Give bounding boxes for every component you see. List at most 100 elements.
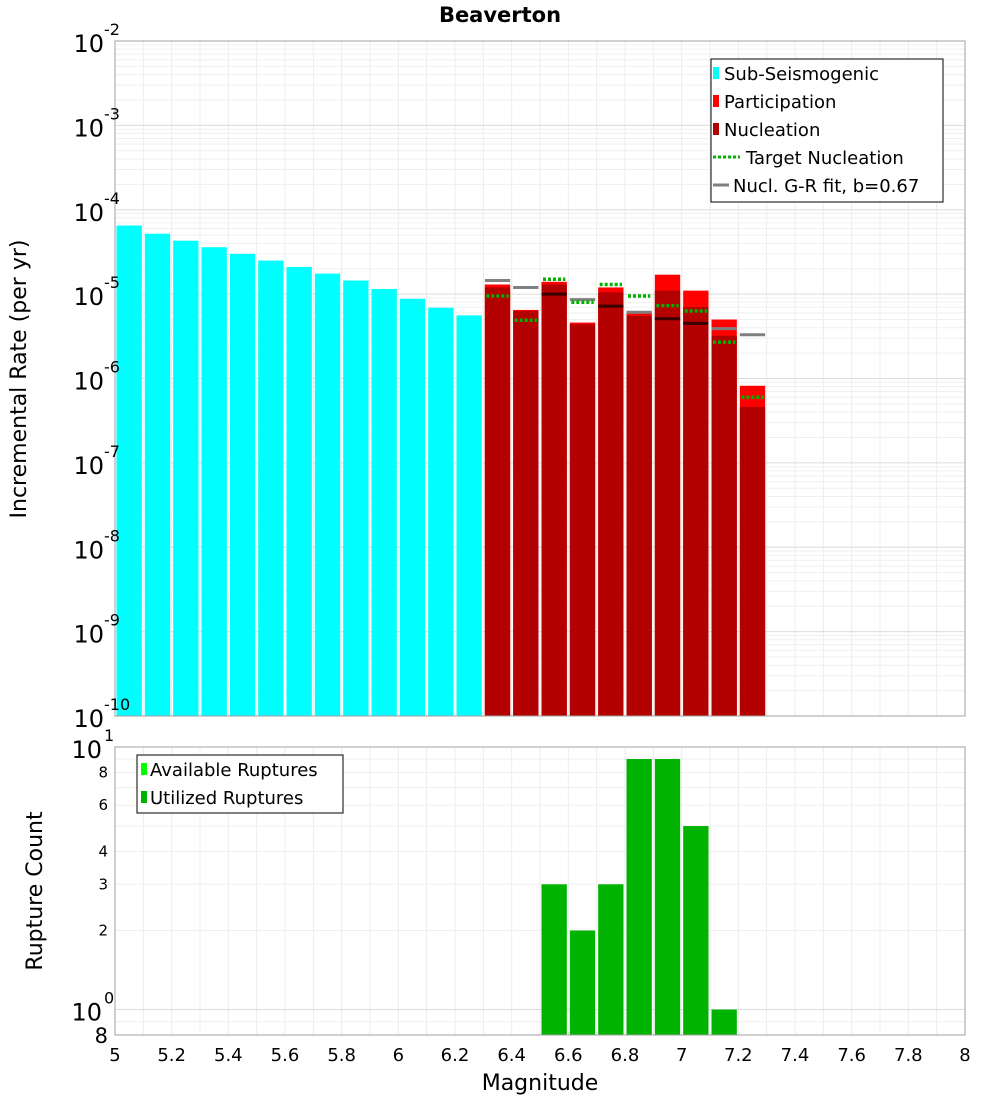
utilized-ruptures-bar — [626, 759, 652, 1035]
y-tick-base: 10 — [73, 199, 104, 227]
legend-label-participation: Participation — [724, 92, 836, 113]
bottom-y-axis-label: Rupture Count — [23, 811, 48, 971]
x-tick-label: 8 — [959, 1045, 970, 1066]
x-tick-label: 6.8 — [611, 1045, 640, 1066]
x-tick-label: 6.4 — [497, 1045, 526, 1066]
bottom-y-edge-tick-label: 8 — [95, 1024, 108, 1048]
utilized-ruptures-bar — [654, 759, 681, 1035]
top-y-tick: 10-5 — [73, 273, 120, 311]
bottom-x-tick-labels: 5 5.2 5.4 5.6 5.8 6 6.2 6.4 6.6 6.8 7 7.2 7.4 7.6 7.8 8 — [109, 1045, 970, 1066]
legend-label-utilized-ruptures: Utilized Ruptures — [150, 788, 303, 809]
bottom-plot-frame — [114, 746, 966, 1036]
y-tick-base: 10 — [73, 705, 104, 733]
y-tick-base: 10 — [73, 114, 104, 142]
legend-swatch-participation — [713, 95, 719, 107]
top-reference-lines — [484, 277, 766, 399]
nucleation-bar — [541, 284, 567, 716]
bottom-legend: Available Ruptures Utilized Ruptures — [136, 754, 344, 814]
legend-swatch-nucleation — [713, 123, 719, 135]
bottom-y-major-tick: 101 — [71, 726, 114, 764]
y-tick-exponent: -4 — [104, 189, 120, 208]
top-bars — [116, 225, 766, 717]
y-tick-base: 10 — [73, 283, 104, 311]
y-tick-base: 10 — [73, 368, 104, 396]
bottom-y-minor-tick-label: 4 — [98, 842, 108, 860]
legend-label-available-ruptures: Available Ruptures — [150, 760, 318, 781]
y-tick-exponent: -6 — [104, 358, 120, 377]
legend-swatch-available-ruptures — [141, 763, 147, 775]
legend-label-sub-seismogenic: Sub-Seismogenic — [724, 64, 879, 85]
bottom-y-minor-tick-label: 6 — [98, 796, 108, 814]
top-y-tick: 10-4 — [73, 189, 120, 227]
x-tick-label: 6.6 — [554, 1045, 583, 1066]
x-tick-label: 7.4 — [781, 1045, 810, 1066]
x-tick-label: 7.8 — [894, 1045, 923, 1066]
y-tick-exponent: -2 — [104, 20, 120, 39]
x-tick-label: 5.4 — [214, 1045, 243, 1066]
top-y-tick: 10-3 — [73, 104, 120, 142]
top-y-tick: 10-6 — [73, 358, 120, 396]
utilized-ruptures-bar — [598, 884, 624, 1035]
sub-seismogenic-bar — [144, 233, 171, 716]
legend-label-target-nucleation: Target Nucleation — [745, 148, 904, 169]
y-tick-exponent: 0 — [104, 989, 114, 1008]
legend-label-nucleation: Nucleation — [724, 120, 820, 141]
x-tick-label: 6.2 — [441, 1045, 470, 1066]
x-tick-label: 7.2 — [724, 1045, 753, 1066]
x-tick-label: 5.6 — [271, 1045, 300, 1066]
sub-seismogenic-bar — [229, 253, 256, 716]
sub-seismogenic-bar — [314, 273, 341, 716]
sub-seismogenic-bar — [286, 266, 312, 716]
x-tick-label: 5 — [109, 1045, 120, 1066]
x-tick-label: 7.6 — [837, 1045, 866, 1066]
utilized-ruptures-bar — [541, 884, 567, 1035]
top-legend: Sub-Seismogenic Participation Nucleation… — [710, 58, 944, 203]
utilized-ruptures-bar — [683, 826, 709, 1035]
y-tick-base: 10 — [73, 30, 104, 58]
nucleation-bar — [654, 290, 681, 716]
bottom-legend-box — [136, 754, 344, 814]
y-tick-exponent: -7 — [104, 442, 120, 461]
y-tick-exponent: -8 — [104, 526, 120, 545]
y-tick-exponent: -5 — [104, 273, 120, 292]
chart-title: Beaverton — [439, 3, 561, 27]
bottom-y-minor-tick-label: 2 — [98, 922, 108, 940]
sub-seismogenic-bar — [399, 298, 426, 716]
top-y-tick: 10-10 — [73, 695, 130, 733]
y-tick-exponent: -9 — [104, 611, 120, 630]
legend-swatch-sub-seismogenic — [713, 67, 719, 79]
bottom-y-major-tick: 100 — [71, 989, 114, 1027]
y-tick-exponent: 1 — [104, 726, 114, 745]
sub-seismogenic-bar — [173, 240, 199, 717]
top-y-axis-label: Incremental Rate (per yr) — [7, 240, 32, 519]
sub-seismogenic-bar — [116, 225, 142, 716]
utilized-ruptures-bar — [569, 930, 596, 1035]
y-tick-base: 10 — [73, 621, 104, 649]
nucleation-bar — [569, 324, 596, 716]
x-tick-label: 7 — [676, 1045, 687, 1066]
y-tick-base: 10 — [71, 999, 102, 1027]
top-legend-box — [710, 58, 944, 203]
legend-swatch-utilized-ruptures — [141, 791, 147, 803]
y-tick-exponent: -10 — [104, 695, 130, 714]
sub-seismogenic-bar — [201, 247, 227, 716]
y-tick-exponent: -3 — [104, 104, 120, 123]
top-y-tick: 10-9 — [73, 611, 120, 649]
top-y-tick: 10-7 — [73, 442, 120, 480]
x-tick-label: 6 — [393, 1045, 404, 1066]
top-y-tick: 10-2 — [73, 20, 120, 58]
sub-seismogenic-bar — [343, 280, 369, 716]
sub-seismogenic-bar — [258, 260, 284, 716]
nucleation-bar — [598, 292, 624, 716]
bottom-bars — [541, 759, 737, 1035]
bottom-y-minor-tick-label: 8 — [98, 763, 108, 781]
nucleation-bar — [513, 311, 539, 716]
x-tick-label: 5.8 — [327, 1045, 356, 1066]
nucleation-bar — [626, 316, 652, 716]
